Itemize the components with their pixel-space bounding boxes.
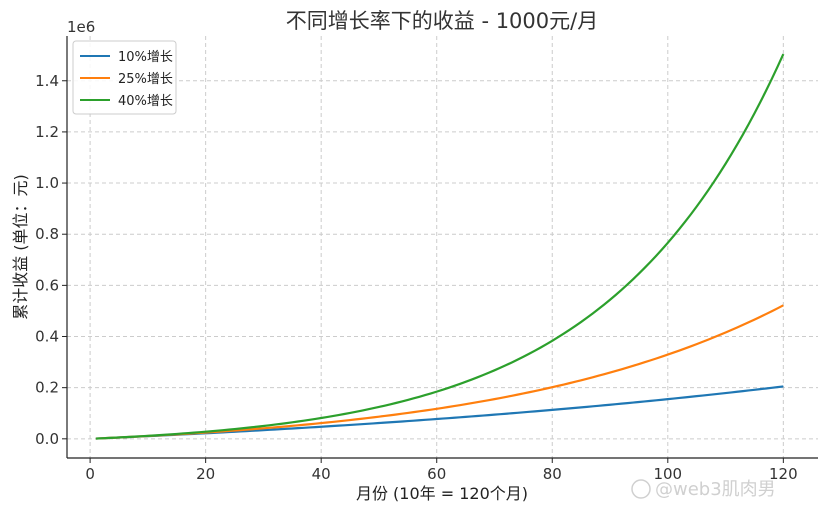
x-tick-label: 120 [769, 465, 798, 483]
y-tick-label: 0.2 [35, 379, 59, 397]
y-tick-label: 1.0 [35, 174, 59, 192]
series-line-2 [95, 53, 785, 440]
legend-box [72, 40, 177, 115]
watermark-text: @web3肌肉男 [655, 479, 776, 500]
chart-title: 不同增长率下的收益 - 1000元/月 [286, 9, 598, 33]
legend-label-40: 40%增长 [118, 94, 173, 109]
y-tick-label: 0.4 [35, 328, 59, 346]
series-lines [95, 53, 785, 440]
x-axis-title: 月份 (10年 = 120个月) [356, 484, 528, 503]
y-tick-label: 0.0 [35, 430, 59, 448]
x-tick-label: 20 [196, 465, 215, 483]
y-tick-label: 0.6 [35, 276, 59, 294]
legend-label-25: 25%增长 [118, 72, 173, 87]
chat-bubble-icon [631, 479, 651, 499]
x-tick-label: 0 [85, 465, 95, 483]
x-tick-label: 60 [427, 465, 446, 483]
x-tick-label: 80 [543, 465, 562, 483]
y-axis-title: 累计收益 (单位：元) [11, 174, 30, 320]
ticks: 0 20 40 60 80 100 120 0.0 0.2 0.4 0.6 0.8 1.0 1.2 1.4 [35, 72, 798, 483]
y-tick-label: 1.2 [35, 123, 59, 141]
x-tick-label: 40 [312, 465, 331, 483]
y-tick-label: 0.8 [35, 225, 59, 243]
y-offset-label: 1e6 [67, 18, 95, 36]
y-tick-label: 1.4 [35, 72, 59, 90]
grid [67, 36, 818, 458]
legend-label-10: 10%增长 [118, 50, 173, 65]
x-tick-label: 100 [653, 465, 682, 483]
legend: 10%增长 25%增长 40%增长 [72, 40, 177, 115]
watermark: @web3肌肉男 [631, 479, 776, 500]
